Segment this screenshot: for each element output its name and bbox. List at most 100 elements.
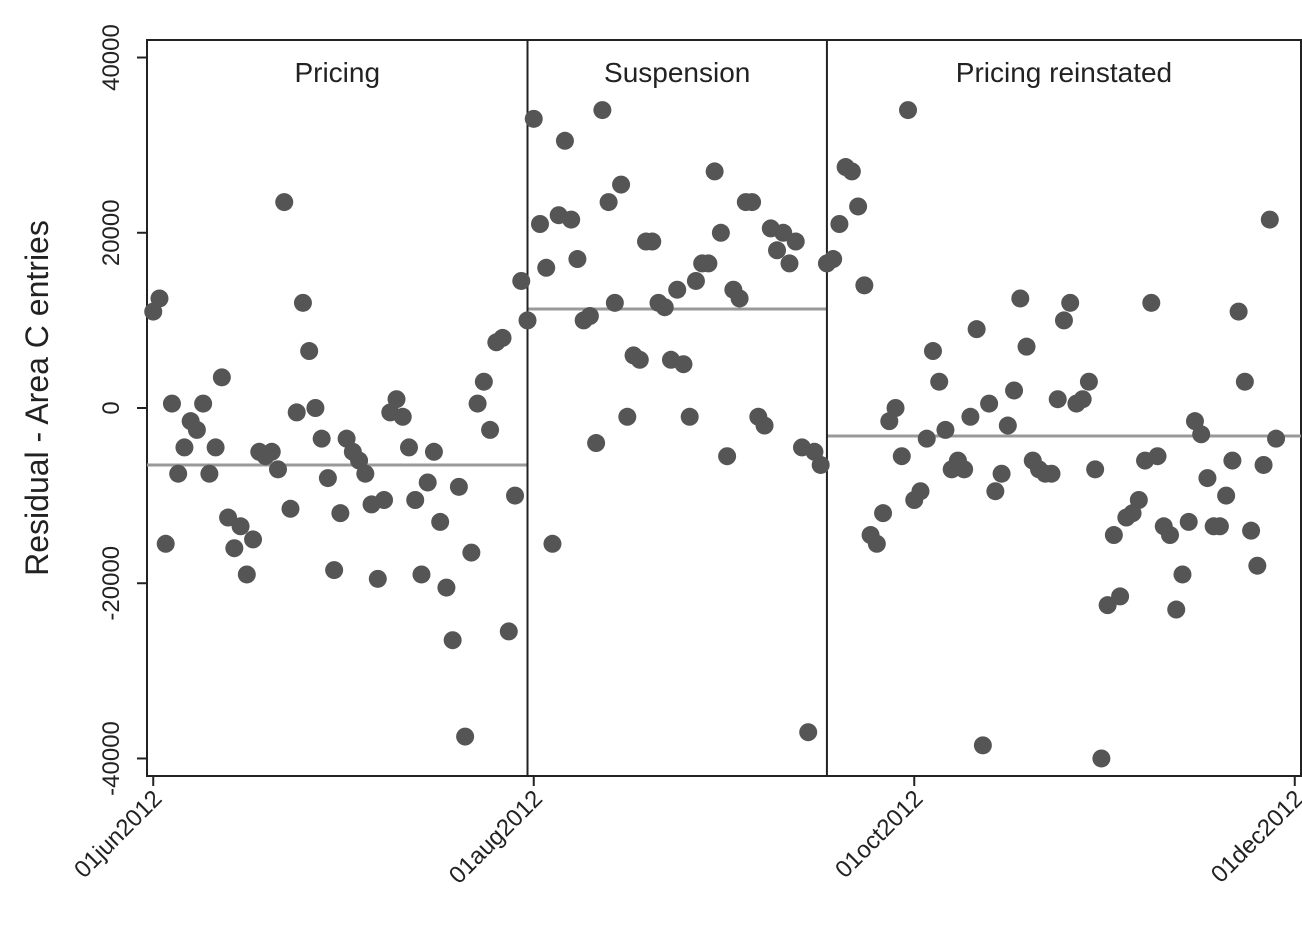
x-tick-label: 01dec2012 (1206, 785, 1302, 888)
data-point (1011, 289, 1030, 308)
data-point (568, 250, 587, 269)
data-point (406, 491, 425, 509)
data-point (674, 355, 693, 374)
data-point (1248, 556, 1267, 575)
data-point (911, 482, 930, 501)
data-point (1092, 749, 1111, 768)
data-point (1086, 460, 1105, 479)
data-point (194, 394, 213, 413)
data-point (175, 438, 194, 457)
data-point (705, 162, 724, 181)
y-axis: -40000 -20000 0 20000 40000 (98, 24, 147, 796)
data-point (1142, 293, 1161, 312)
data-point (537, 258, 556, 277)
data-point (842, 162, 861, 181)
data-point (1173, 565, 1192, 584)
data-point (169, 464, 188, 483)
data-point (711, 223, 730, 242)
data-point (512, 271, 531, 290)
data-point (923, 342, 942, 361)
data-point (468, 394, 487, 413)
data-point (375, 491, 394, 509)
data-point (618, 407, 637, 426)
data-point (973, 736, 992, 755)
data-point (1104, 526, 1123, 545)
data-point (162, 394, 181, 413)
data-point (1073, 390, 1092, 409)
data-point (967, 320, 986, 339)
data-point (424, 442, 443, 461)
period-label: Pricing (294, 57, 380, 88)
data-point (387, 390, 406, 409)
data-point (1223, 451, 1242, 470)
y-tick-label: 0 (98, 401, 125, 414)
data-point (462, 543, 481, 562)
data-point (718, 447, 737, 466)
data-point (998, 416, 1017, 435)
data-point (917, 429, 936, 448)
data-points (144, 101, 1286, 768)
data-point (768, 241, 787, 260)
data-point (867, 534, 886, 553)
data-point (686, 271, 705, 290)
data-point (599, 193, 618, 212)
data-point (1048, 390, 1067, 409)
data-point (1111, 587, 1130, 606)
data-point (986, 482, 1005, 501)
x-tick-label: 01aug2012 (444, 785, 548, 889)
data-point (1210, 517, 1229, 536)
data-point (268, 460, 287, 479)
data-point (1167, 600, 1186, 619)
data-point (368, 569, 387, 588)
data-point (786, 232, 805, 251)
data-point (530, 215, 549, 233)
data-point (936, 420, 955, 439)
data-point (212, 368, 231, 387)
data-point (780, 254, 799, 273)
data-point (418, 473, 437, 492)
data-point (1235, 372, 1254, 391)
data-point (1098, 596, 1117, 615)
data-point (524, 109, 543, 128)
data-point (892, 447, 911, 466)
data-point (855, 276, 874, 295)
data-point (612, 175, 631, 194)
period-labels: Pricing Suspension Pricing reinstated (294, 57, 1172, 88)
data-point (680, 407, 699, 426)
data-point (1148, 447, 1167, 466)
data-point (992, 464, 1011, 483)
data-point (830, 215, 849, 233)
y-tick-label: -20000 (98, 546, 125, 621)
data-point (412, 565, 431, 584)
data-point (630, 350, 649, 369)
data-point (150, 289, 169, 308)
data-point (799, 723, 818, 742)
data-point (275, 193, 294, 212)
data-point (331, 504, 350, 523)
data-point (244, 530, 263, 549)
data-point (1179, 512, 1198, 531)
data-point (156, 534, 175, 553)
data-point (605, 293, 624, 312)
data-point (287, 403, 306, 422)
data-point (849, 197, 868, 216)
data-point (293, 293, 312, 312)
data-point (824, 250, 843, 269)
data-point (437, 578, 456, 597)
data-point (874, 504, 893, 523)
data-point (980, 394, 999, 413)
data-point (1061, 293, 1080, 312)
data-point (699, 254, 718, 273)
data-point (930, 372, 949, 391)
data-point (593, 101, 612, 120)
data-point (1254, 455, 1273, 474)
data-point (543, 534, 562, 553)
data-point (200, 464, 219, 483)
data-point (449, 477, 468, 496)
data-point (1054, 311, 1073, 330)
data-point (886, 399, 905, 417)
data-point (499, 622, 518, 641)
data-point (300, 342, 319, 361)
x-tick-label: 01oct2012 (830, 785, 928, 883)
period-label: Suspension (604, 57, 750, 88)
